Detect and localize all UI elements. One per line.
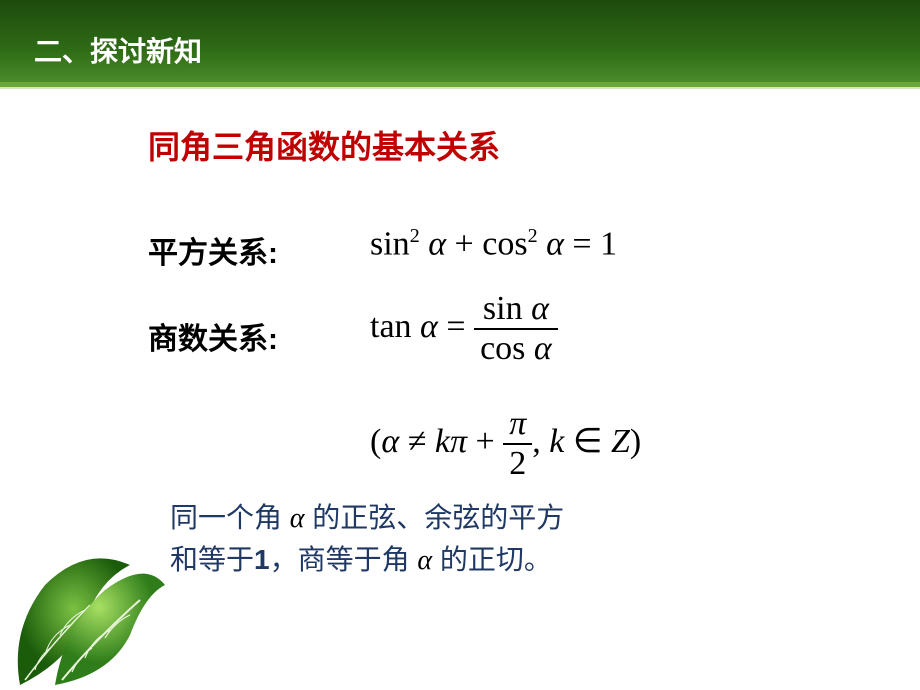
alpha-a: α (428, 225, 446, 262)
frac-den: cos α (474, 330, 558, 368)
alpha-c: α (420, 308, 438, 345)
s2b: ，商等于角 (270, 544, 418, 575)
quotient-condition: (α ≠ kπ + π 2 , k ∈ Z) (370, 405, 641, 483)
k2: k (549, 423, 564, 460)
plus-b: + (467, 423, 503, 460)
s1a: 同一个角 (170, 502, 290, 533)
header-title: 二、探讨新知 (34, 30, 202, 70)
summary-text: 同一个角 α 的正弦、余弦的平方 和等于1，商等于角 α 的正切。 (170, 498, 564, 581)
frac-num: sin α (474, 290, 558, 330)
alpha-d: α (381, 423, 399, 460)
neq: ≠ (399, 423, 435, 460)
alpha-b: α (546, 225, 564, 262)
fraction-sin-cos: sin α cos α (474, 290, 558, 368)
eq-a: = (564, 225, 600, 262)
quotient-relation-label: 商数关系: (148, 314, 278, 358)
tan-text: tan (370, 308, 412, 345)
k: k (435, 423, 450, 460)
exp2-a: 2 (410, 225, 420, 247)
lparen: ( (370, 423, 381, 460)
s-one: 1 (254, 544, 270, 575)
in: ∈ (564, 423, 611, 460)
s2a: 和等于 (170, 544, 254, 575)
quotient-relation-formula: tan α = sin α cos α (370, 290, 558, 368)
fraction-pi-2: π 2 (503, 405, 532, 483)
sin-text: sin (370, 225, 410, 262)
exp2-b: 2 (528, 225, 538, 247)
pi-num: π (503, 405, 532, 445)
slide-header: 二、探讨新知 (0, 0, 920, 85)
cos-text: cos (482, 225, 527, 262)
s1b: 的正弦、余弦的平方 (304, 502, 564, 533)
pi-a: π (450, 423, 467, 460)
s2c: 的正切。 (432, 544, 552, 575)
leaf-icon (0, 530, 180, 690)
s-alpha1: α (290, 503, 305, 534)
square-relation-formula: sin2 α + cos2 α = 1 (370, 225, 617, 263)
s-alpha2: α (417, 545, 432, 576)
section-title: 同角三角函数的基本关系 (148, 122, 500, 168)
rparen: ) (630, 423, 641, 460)
plus-a: + (446, 225, 482, 262)
square-relation-label: 平方关系: (148, 228, 278, 272)
two-den: 2 (503, 445, 532, 483)
Z: Z (611, 423, 630, 460)
eq-b: = (438, 308, 474, 345)
comma: , (532, 423, 549, 460)
one-a: 1 (600, 225, 617, 262)
